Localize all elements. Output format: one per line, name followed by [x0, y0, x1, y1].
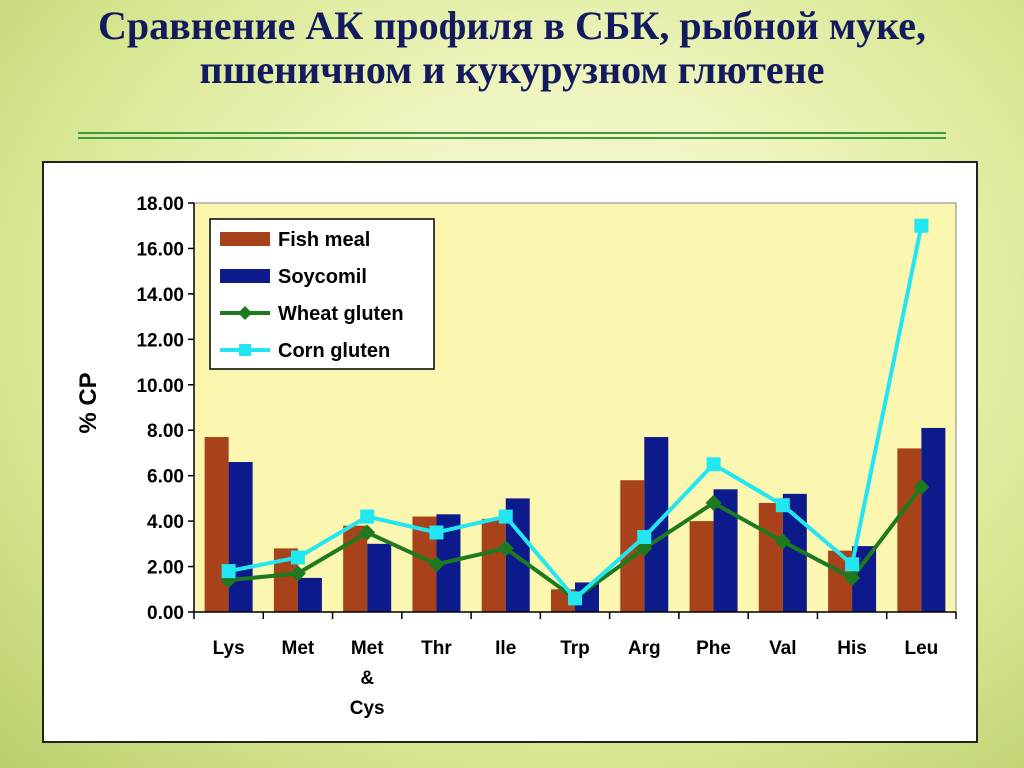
point-wheat-gluten-9 [844, 569, 861, 586]
point-wheat-gluten-6 [636, 540, 653, 557]
x-tick-label: Trp [560, 638, 590, 659]
point-wheat-gluten-3 [428, 556, 445, 573]
x-tick-label: Ile [495, 638, 516, 659]
bar-soycomil-1 [297, 577, 322, 612]
bar-marks [204, 427, 946, 612]
y-tick-label: 4.00 [147, 512, 184, 533]
bar-soycomil-2 [367, 543, 392, 612]
x-tick-label: His [837, 638, 867, 659]
point-corn-gluten-10 [914, 218, 929, 233]
y-tick-label: 2.00 [147, 558, 184, 579]
x-tick-label: Met [351, 638, 384, 659]
y-tick-label: 10.00 [136, 376, 184, 397]
x-tick-label: Leu [904, 638, 938, 659]
x-tick-label: Thr [421, 638, 452, 659]
y-tick-label: 8.00 [147, 421, 184, 442]
y-tick-label: 0.00 [147, 603, 184, 624]
point-corn-gluten-8 [775, 498, 790, 513]
x-tick-label: Lys [213, 638, 245, 659]
point-corn-gluten-4 [498, 509, 513, 524]
point-wheat-gluten-4 [497, 540, 514, 557]
point-corn-gluten-9 [845, 557, 860, 572]
legend-swatch-fish-meal [220, 232, 270, 246]
point-corn-gluten-2 [360, 509, 375, 524]
point-corn-gluten-5 [568, 591, 582, 606]
axes: 0.00 2.00 4.00 6.00 8.00 10.00 12.00 14.00 16.00… [136, 194, 957, 719]
bar-fish-meal-7 [689, 521, 714, 612]
legend-swatch-soycomil [220, 269, 270, 283]
point-wheat-gluten-8 [774, 533, 791, 550]
title-divider-bottom [78, 137, 946, 139]
chart-svg: 0.00 2.00 4.00 6.00 8.00 10.00 12.00 14.00 16.00… [75, 194, 957, 719]
point-corn-gluten-0 [221, 564, 236, 579]
x-tick-label: Cys [350, 698, 385, 719]
legend-label-corn-gluten: Corn gluten [278, 340, 390, 362]
legend-label-fish-meal: Fish meal [278, 229, 370, 251]
point-corn-gluten-7 [706, 457, 721, 472]
bar-fish-meal-0 [204, 437, 229, 612]
point-corn-gluten-3 [429, 525, 444, 540]
y-tick-label: 6.00 [147, 467, 184, 488]
bar-fish-meal-8 [758, 502, 783, 612]
title-divider-top [78, 132, 946, 134]
slide-title-line-2: пшеничном и кукурузном глютене [199, 47, 825, 92]
x-tick-label: Val [769, 638, 796, 659]
y-tick-label: 14.00 [136, 285, 184, 306]
legend-label-wheat-gluten: Wheat gluten [278, 303, 404, 325]
y-tick-label: 16.00 [136, 239, 184, 260]
x-tick-label: Phe [696, 638, 731, 659]
legend-label-soycomil: Soycomil [278, 266, 367, 288]
point-wheat-gluten-10 [913, 479, 930, 496]
slide-title-line-1: Сравнение АК профиля в СБК, рыбной муке, [98, 3, 926, 48]
y-tick-label: 12.00 [136, 330, 184, 351]
bar-fish-meal-10 [897, 448, 922, 612]
point-corn-gluten-6 [637, 530, 652, 545]
point-corn-gluten-1 [290, 550, 305, 565]
legend-marker-corn-gluten [239, 344, 251, 356]
line-marks [220, 218, 930, 607]
legend-marker-wheat-gluten [238, 306, 252, 320]
x-tick-label: Met [282, 638, 315, 659]
x-tick-label: Arg [628, 638, 661, 659]
y-axis-label: % CP [75, 372, 102, 433]
bar-soycomil-0 [228, 462, 253, 612]
bar-soycomil-10 [921, 427, 946, 612]
x-tick-label: & [360, 668, 374, 689]
chart-container: 0.00 2.00 4.00 6.00 8.00 10.00 12.00 14.00 16.00… [42, 161, 978, 743]
point-wheat-gluten-1 [289, 565, 306, 582]
y-tick-label: 18.00 [136, 194, 184, 215]
slide-title: Сравнение АК профиля в СБК, рыбной муке,… [0, 4, 1024, 92]
point-wheat-gluten-2 [359, 524, 376, 541]
point-wheat-gluten-7 [705, 494, 722, 511]
bar-fish-meal-4 [481, 518, 506, 612]
legend: Fish meal Soycomil Wheat gluten Corn gluten [209, 218, 435, 370]
